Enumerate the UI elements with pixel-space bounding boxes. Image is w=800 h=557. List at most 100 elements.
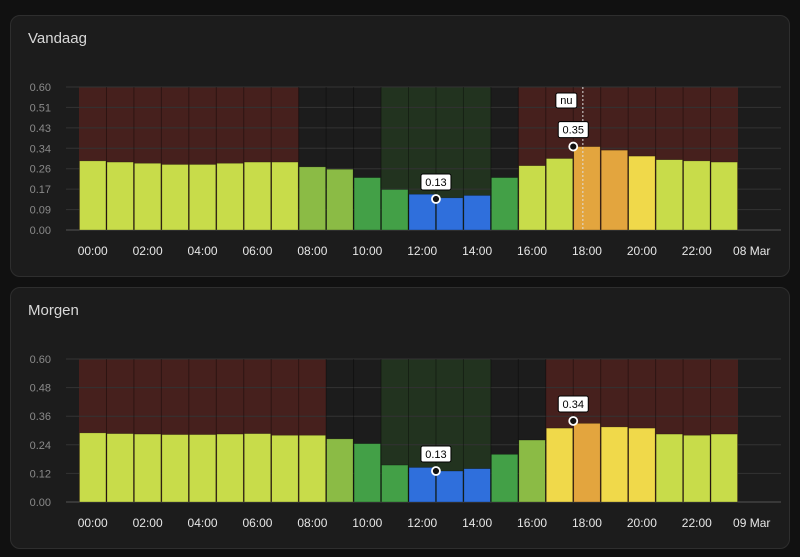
y-tick-label: 0.09	[30, 205, 51, 217]
x-tick-label: 09 Mar	[733, 516, 770, 530]
annotation-label: 0.35	[563, 125, 584, 137]
y-tick-label: 0.36	[30, 411, 51, 423]
chart-morgen: 0.60 0.48 0.36 0.24 0.12 0.00 00:00 02:00 04:00 0…	[30, 354, 781, 530]
annotation-label: 0.13	[425, 449, 446, 461]
bar-17	[545, 427, 574, 503]
bar-20	[628, 427, 656, 503]
x-tick-label: 02:00	[133, 516, 163, 530]
x-tick-label: 16:00	[517, 244, 547, 258]
bar-15	[491, 454, 519, 503]
y-tick-label: 0.00	[30, 225, 51, 237]
x-tick-label: 18:00	[572, 244, 602, 258]
annotation-marker	[568, 416, 579, 426]
annotation-label: 0.34	[563, 399, 584, 411]
x-tick-label: 20:00	[627, 244, 657, 258]
bar-13	[436, 197, 464, 231]
bar-23	[710, 161, 738, 231]
bar-5	[216, 162, 244, 231]
chart-vandaag: 0.60 0.51 0.43 0.34 0.26 0.17 0.09 0.00 00:00 02:…	[30, 82, 781, 258]
x-tick-label: 00:00	[78, 244, 108, 258]
y-tick-label: 0.00	[30, 497, 51, 509]
bar-3	[161, 434, 189, 503]
x-tick-label: 08 Mar	[733, 244, 770, 258]
bar-6	[243, 433, 272, 503]
card-morgen: Morgen 0.60 0.48 0.36 0.24 0.12 0.00 00:00 02:0…	[10, 287, 790, 549]
x-tick-label: 02:00	[133, 244, 163, 258]
bar-5	[216, 433, 244, 503]
annotation-marker	[568, 141, 579, 152]
bar-9	[326, 168, 354, 231]
x-tick-label: 14:00	[462, 516, 492, 530]
now-label: nu	[560, 95, 572, 107]
bar-10	[353, 443, 381, 503]
y-tick-label: 0.60	[30, 82, 51, 94]
x-tick-label: 22:00	[682, 244, 712, 258]
x-tick-label: 18:00	[572, 516, 602, 530]
x-tick-label: 22:00	[682, 516, 712, 530]
bar-18	[573, 146, 601, 231]
annotation-box	[557, 121, 589, 139]
y-tick-label: 0.17	[30, 184, 51, 196]
bar-9	[326, 438, 354, 503]
annotation-box	[420, 445, 452, 463]
x-tick-label: 04:00	[188, 244, 218, 258]
bar-1	[106, 433, 134, 503]
x-tick-label: 08:00	[297, 244, 327, 258]
bar-23	[710, 433, 738, 503]
annotation-box	[420, 173, 452, 191]
y-tick-label: 0.51	[30, 102, 51, 114]
bar-16	[518, 439, 546, 503]
bar-10	[353, 177, 381, 231]
annotation-label: 0.13	[425, 177, 446, 189]
x-tick-label: 12:00	[407, 516, 437, 530]
bar-22	[683, 434, 711, 503]
card-title: Vandaag	[28, 30, 87, 47]
bar-8	[298, 166, 326, 231]
x-tick-label: 10:00	[352, 516, 382, 530]
bar-19	[600, 149, 628, 231]
card-title: Morgen	[28, 302, 79, 319]
x-tick-label: 12:00	[407, 244, 437, 258]
bar-2	[134, 433, 162, 503]
annotation-marker	[431, 466, 441, 476]
x-tick-label: 06:00	[242, 244, 272, 258]
bar-12	[408, 467, 436, 503]
bar-8	[298, 434, 326, 503]
x-tick-label: 16:00	[517, 516, 547, 530]
x-tick-label: 10:00	[352, 244, 382, 258]
x-tick-label: 20:00	[627, 516, 657, 530]
bar-4	[189, 164, 217, 231]
bar-17	[545, 158, 574, 231]
annotation-box	[557, 395, 589, 413]
bar-13	[436, 470, 464, 503]
y-tick-label: 0.24	[30, 440, 51, 452]
card-vandaag: Vandaag 0.60 0.51 0.43 0.34 0.26 0.17 0.09 0.00…	[10, 15, 790, 277]
bar-18	[573, 423, 601, 503]
bar-6	[243, 161, 272, 231]
bar-15	[491, 177, 519, 231]
bar-14	[463, 468, 491, 503]
bar-11	[381, 464, 409, 503]
annotation-marker	[431, 194, 441, 204]
bar-0	[79, 432, 107, 503]
bar-12	[408, 193, 436, 231]
bar-14	[463, 195, 491, 231]
x-tick-label: 08:00	[297, 516, 327, 530]
bar-7	[271, 161, 299, 231]
x-tick-label: 14:00	[462, 244, 492, 258]
y-tick-label: 0.12	[30, 468, 51, 480]
bar-22	[683, 160, 711, 231]
bar-3	[161, 164, 189, 231]
bar-4	[189, 434, 217, 503]
bar-21	[655, 433, 683, 503]
bar-16	[518, 165, 546, 231]
bar-7	[271, 434, 299, 503]
y-tick-label: 0.60	[30, 354, 51, 366]
bar-11	[381, 189, 409, 231]
y-tick-label: 0.48	[30, 383, 51, 395]
x-tick-label: 06:00	[242, 516, 272, 530]
y-tick-label: 0.26	[30, 164, 51, 176]
x-tick-label: 00:00	[78, 516, 108, 530]
bar-1	[106, 161, 134, 231]
bar-20	[628, 155, 656, 231]
